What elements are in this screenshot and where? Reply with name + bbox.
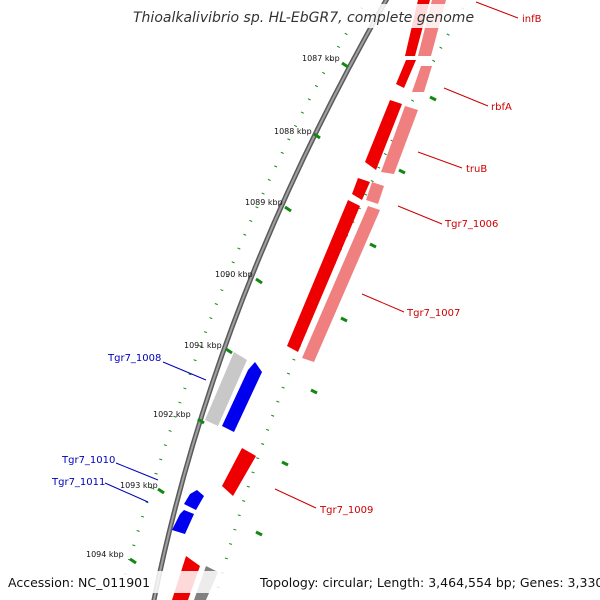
gene-Tgr7_1007-shadow[interactable] (302, 206, 380, 362)
gene-label-Tgr7_1009: Tgr7_1009 (319, 505, 373, 516)
accession-text: Accession: NC_011901 (8, 575, 150, 590)
tick-marks (129, 61, 437, 565)
gene-label-Tgr7_1007: Tgr7_1007 (406, 308, 460, 319)
gene-Tgr7_1011[interactable] (172, 510, 194, 534)
gene-label-rbfA: rbfA (491, 102, 512, 113)
gene-rbfA-shadow[interactable] (412, 66, 432, 92)
title-backing (126, 4, 472, 28)
reverse-strand-features (172, 0, 446, 600)
tick-label-1094: 1094 kbp (86, 550, 124, 559)
forward-strand-features (172, 352, 262, 534)
tick-label-1089: 1089 kbp (245, 198, 283, 207)
gene-Tgr7_1010[interactable] (184, 490, 204, 510)
tick-label-1090: 1090 kbp (215, 270, 253, 279)
tick-label-1092: 1092 kbp (153, 410, 191, 419)
tick-label-1091: 1091 kbp (184, 341, 222, 350)
gene-Tgr7_1007[interactable] (287, 200, 360, 352)
gene-Tgr7_1008[interactable] (222, 362, 262, 432)
tick-label-1088: 1088 kbp (274, 127, 312, 136)
gene-gray-feature[interactable] (205, 352, 247, 426)
gene-Tgr7_1009[interactable] (222, 448, 256, 496)
footer-backing (4, 571, 596, 593)
map-title: Thioalkalivibrio sp. HL-EbGR7, complete … (133, 10, 474, 26)
gene-label-Tgr7_1011: Tgr7_1011 (51, 477, 105, 488)
label-leaders (104, 1, 519, 509)
gene-truB[interactable] (365, 100, 402, 170)
gene-Tgr7_1006[interactable] (352, 178, 370, 200)
gene-label-Tgr7_1008: Tgr7_1008 (107, 353, 161, 364)
gene-label-truB: truB (466, 164, 487, 175)
gene-label-Tgr7_1006: Tgr7_1006 (444, 219, 498, 230)
gene-Tgr7_1006-shadow[interactable] (366, 182, 384, 204)
gene-truB-shadow[interactable] (381, 106, 418, 174)
genome-summary-text: Topology: circular; Length: 3,464,554 bp… (259, 575, 600, 590)
gene-label-Tgr7_1010: Tgr7_1010 (61, 455, 115, 466)
gene-rbfA[interactable] (396, 60, 416, 88)
tick-label-1087: 1087 kbp (302, 54, 340, 63)
gene-label-infB: infB (522, 14, 542, 25)
tick-label-1093: 1093 kbp (120, 481, 158, 490)
